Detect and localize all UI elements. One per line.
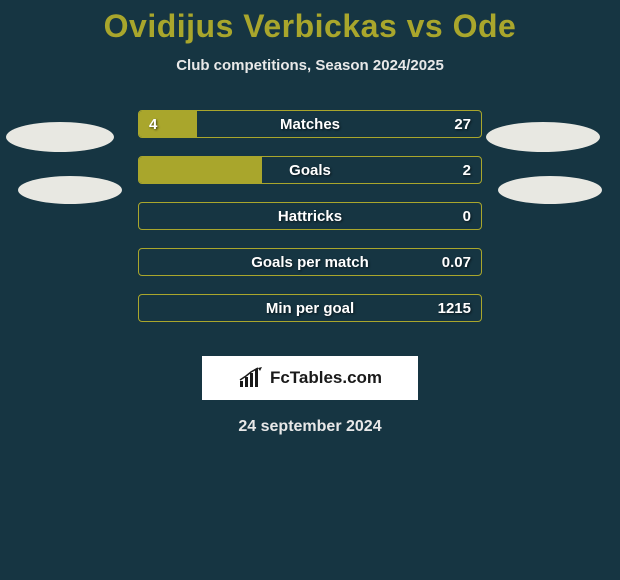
stat-row: Hattricks0 <box>138 202 482 230</box>
stat-label: Goals per match <box>139 249 481 275</box>
stat-label: Goals <box>139 157 481 183</box>
decorative-ellipse <box>18 176 122 204</box>
stat-label: Min per goal <box>139 295 481 321</box>
stat-row: Goals per match0.07 <box>138 248 482 276</box>
stat-label: Matches <box>139 111 481 137</box>
date-label: 24 september 2024 <box>0 418 620 436</box>
stat-row: Min per goal1215 <box>138 294 482 322</box>
page-subtitle: Club competitions, Season 2024/2025 <box>0 57 620 74</box>
stat-value-right: 2 <box>463 157 471 183</box>
stat-label: Hattricks <box>139 203 481 229</box>
stat-row: Goals2 <box>138 156 482 184</box>
stat-value-right: 27 <box>454 111 471 137</box>
brand-box[interactable]: FcTables.com <box>202 356 418 400</box>
decorative-ellipse <box>486 122 600 152</box>
brand-chart-icon <box>238 367 264 389</box>
stat-value-right: 0 <box>463 203 471 229</box>
brand-label: FcTables.com <box>270 368 382 388</box>
stat-bars: 4Matches27 Goals2 Hattricks0 Goals per matc… <box>138 110 482 340</box>
decorative-ellipse <box>6 122 114 152</box>
stat-row: 4Matches27 <box>138 110 482 138</box>
decorative-ellipse <box>498 176 602 204</box>
stat-value-right: 1215 <box>438 295 471 321</box>
stat-value-right: 0.07 <box>442 249 471 275</box>
page-title: Ovidijus Verbickas vs Ode <box>0 0 620 45</box>
